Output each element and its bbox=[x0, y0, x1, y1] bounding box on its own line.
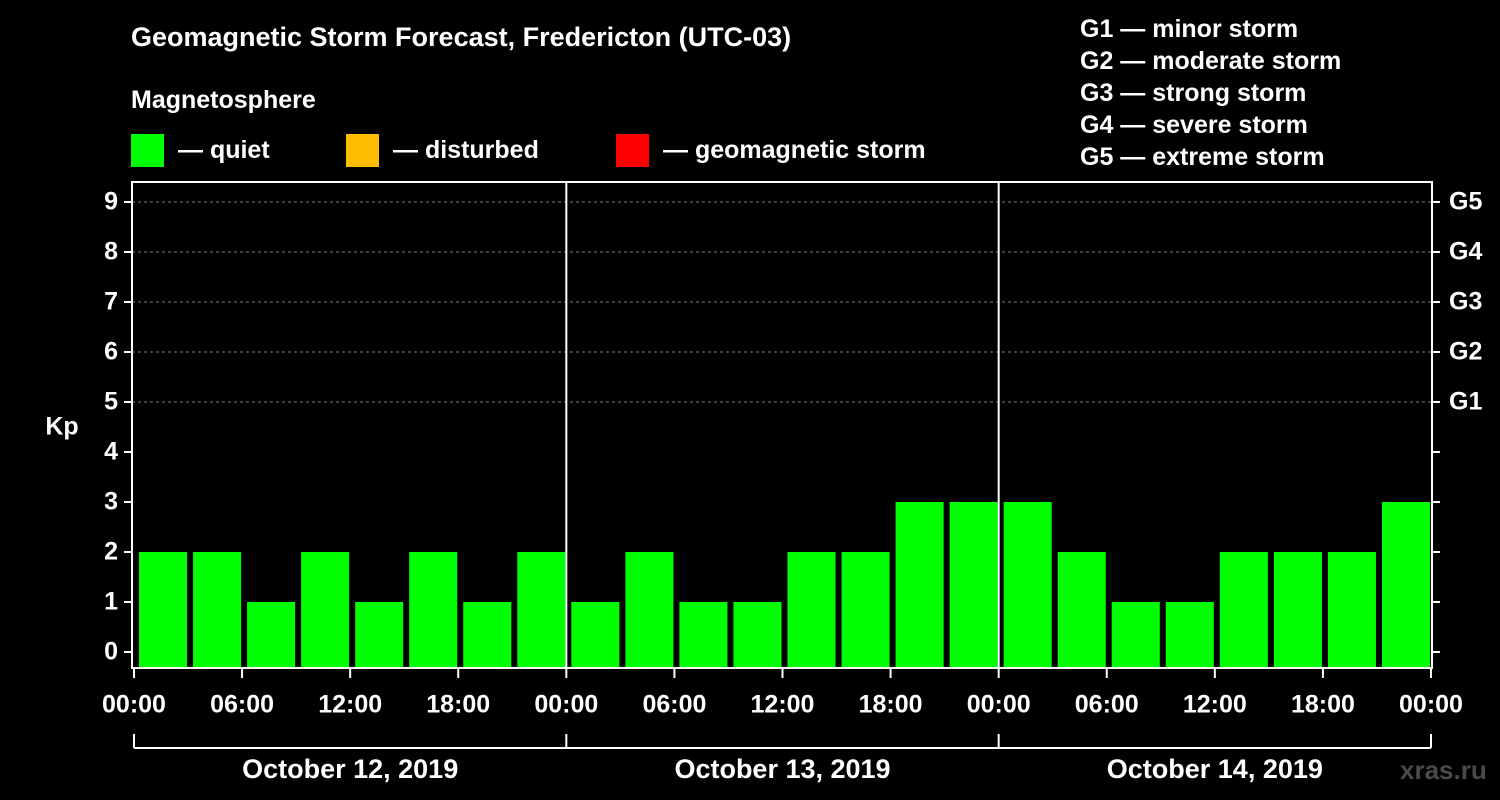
kp-bar bbox=[247, 602, 296, 668]
kp-bar bbox=[355, 602, 404, 668]
storm-level-label: G4 bbox=[1449, 238, 1482, 266]
legend-item-storm: — geomagnetic storm bbox=[616, 132, 926, 168]
kp-bar bbox=[1003, 502, 1052, 668]
storm-scale-g5: G5 — extreme storm bbox=[1080, 143, 1325, 171]
y-tick-label: 9 bbox=[104, 188, 118, 216]
day-label: October 12, 2019 bbox=[242, 754, 458, 784]
storm-scale-g3: G3 — strong storm bbox=[1080, 79, 1307, 107]
kp-bar bbox=[895, 502, 944, 668]
y-tick-label: 0 bbox=[104, 638, 118, 666]
kp-bar bbox=[1057, 552, 1106, 668]
x-tick-label: 00:00 bbox=[1399, 691, 1463, 719]
legend-swatch-disturbed bbox=[346, 133, 379, 167]
legend-label-disturbed: — disturbed bbox=[393, 135, 539, 164]
storm-level-label: G1 bbox=[1449, 388, 1482, 416]
day-label: October 14, 2019 bbox=[1107, 754, 1323, 784]
kp-bar bbox=[679, 602, 728, 668]
chart-title: Geomagnetic Storm Forecast, Fredericton … bbox=[131, 22, 792, 52]
storm-scale-legend: G1 — minor storm G2 — moderate storm G3 … bbox=[1080, 13, 1341, 173]
legend-label-storm: — geomagnetic storm bbox=[663, 135, 926, 164]
y-axis-label: Kp bbox=[45, 413, 78, 441]
kp-bar bbox=[1273, 552, 1322, 668]
storm-scale-g4: G4 — severe storm bbox=[1080, 111, 1308, 139]
x-tick-label: 06:00 bbox=[210, 691, 274, 719]
storm-level-label: G5 bbox=[1449, 188, 1482, 216]
legend-item-quiet: — quiet bbox=[131, 132, 270, 168]
x-tick-label: 00:00 bbox=[967, 691, 1031, 719]
kp-bar bbox=[193, 552, 242, 668]
x-tick-label: 06:00 bbox=[642, 691, 706, 719]
kp-bar bbox=[733, 602, 782, 668]
x-tick-label: 12:00 bbox=[751, 691, 815, 719]
x-tick-label: 18:00 bbox=[1291, 691, 1355, 719]
watermark: xras.ru bbox=[1400, 755, 1487, 785]
kp-bar bbox=[1219, 552, 1268, 668]
y-tick-label: 2 bbox=[104, 538, 118, 566]
y-tick-label: 3 bbox=[104, 488, 118, 516]
kp-bar bbox=[409, 552, 458, 668]
x-tick-label: 18:00 bbox=[426, 691, 490, 719]
y-tick-label: 1 bbox=[104, 588, 118, 616]
y-tick-label: 7 bbox=[104, 288, 118, 316]
y-tick-label: 6 bbox=[104, 338, 118, 366]
kp-bar bbox=[139, 552, 188, 668]
storm-level-label: G3 bbox=[1449, 288, 1482, 316]
legend-label-quiet: — quiet bbox=[178, 135, 270, 164]
y-tick-label: 4 bbox=[104, 438, 118, 466]
kp-bar bbox=[787, 552, 836, 668]
kp-bar bbox=[949, 502, 998, 668]
storm-scale-g1: G1 — minor storm bbox=[1080, 15, 1299, 43]
storm-level-label: G2 bbox=[1449, 338, 1482, 366]
storm-scale-g2: G2 — moderate storm bbox=[1080, 47, 1342, 75]
x-tick-label: 12:00 bbox=[318, 691, 382, 719]
legend-swatch-storm bbox=[616, 133, 649, 167]
x-tick-label: 18:00 bbox=[859, 691, 923, 719]
y-tick-label: 5 bbox=[104, 388, 118, 416]
kp-bar bbox=[1165, 602, 1214, 668]
kp-bar bbox=[301, 552, 350, 668]
legend-item-disturbed: — disturbed bbox=[346, 132, 539, 168]
kp-bar bbox=[1327, 552, 1376, 668]
kp-bar bbox=[625, 552, 674, 668]
kp-bar bbox=[1111, 602, 1160, 668]
kp-bar bbox=[517, 552, 566, 668]
legend-swatch-quiet bbox=[131, 133, 164, 167]
x-tick-label: 12:00 bbox=[1183, 691, 1247, 719]
x-tick-label: 00:00 bbox=[534, 691, 598, 719]
kp-bar bbox=[841, 552, 890, 668]
y-tick-label: 8 bbox=[104, 238, 118, 266]
kp-bar bbox=[571, 602, 620, 668]
legend-heading: Magnetosphere bbox=[131, 86, 316, 114]
kp-bar bbox=[1381, 502, 1430, 668]
x-tick-label: 00:00 bbox=[102, 691, 166, 719]
x-tick-label: 06:00 bbox=[1075, 691, 1139, 719]
day-label: October 13, 2019 bbox=[674, 754, 890, 784]
kp-bar bbox=[463, 602, 512, 668]
